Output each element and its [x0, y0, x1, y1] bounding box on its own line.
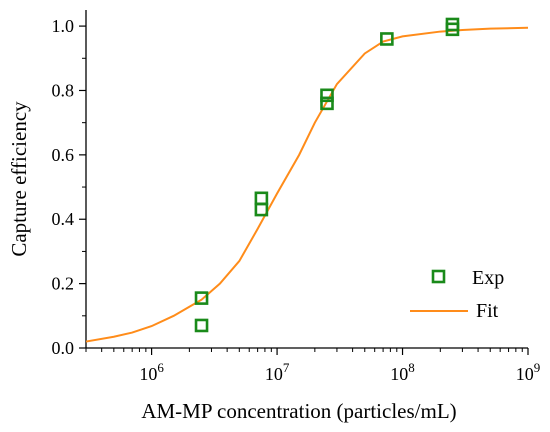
legend-exp-marker	[431, 269, 446, 284]
x-axis-title: AM-MP concentration (particles/mL)	[141, 399, 456, 423]
exp-data-point	[194, 318, 209, 333]
axes	[85, 10, 528, 349]
exp-data-point	[254, 191, 269, 206]
y-tick-label: 1.0	[52, 16, 75, 36]
y-tick-label: 0.8	[52, 80, 75, 100]
x-tick-label: 106	[139, 360, 164, 384]
x-tick-label: 108	[390, 360, 415, 384]
x-tick-label: 107	[265, 360, 290, 384]
y-axis-ticks: 0.0 0.2 0.4 0.6 0.8 1.0	[52, 16, 86, 358]
y-tick-label: 0.2	[52, 274, 75, 294]
exp-data-point	[320, 88, 334, 103]
exp-data-point	[445, 17, 460, 32]
y-axis-title: Capture efficiency	[7, 101, 31, 257]
x-tick-label: 109	[516, 360, 541, 384]
legend: Exp Fit	[410, 267, 504, 322]
y-tick-label: 0.6	[52, 145, 75, 165]
legend-exp-label: Exp	[472, 267, 504, 289]
y-tick-label: 0.0	[52, 338, 75, 358]
exp-data-point	[380, 32, 394, 46]
legend-fit-label: Fit	[476, 300, 499, 322]
fit-line	[85, 26, 529, 343]
x-axis-ticks: 106 107 108 109	[85, 348, 541, 384]
exp-data-point	[320, 96, 334, 111]
data-series	[85, 17, 529, 343]
exp-data-point	[194, 291, 209, 305]
y-tick-label: 0.4	[52, 209, 75, 229]
